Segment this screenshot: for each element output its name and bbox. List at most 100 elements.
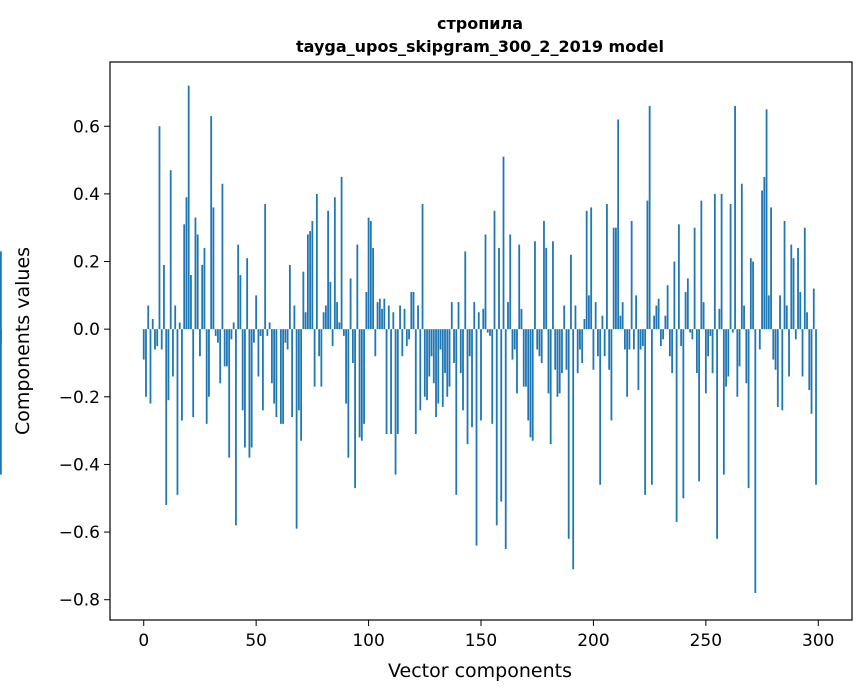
bar	[279, 329, 282, 424]
bar	[673, 261, 676, 330]
bar	[610, 329, 613, 421]
bar	[815, 329, 817, 485]
bar	[772, 329, 775, 360]
bar	[776, 329, 779, 407]
bar	[151, 319, 154, 330]
bar	[624, 329, 626, 350]
bar	[293, 305, 296, 330]
x-tick-label: 200	[577, 631, 609, 651]
bar	[194, 217, 197, 330]
bar	[178, 322, 181, 330]
bar	[704, 329, 707, 394]
bar	[747, 329, 750, 489]
bar	[507, 302, 509, 330]
bar	[599, 329, 602, 485]
bar	[619, 315, 622, 330]
bar	[203, 248, 206, 330]
bar	[626, 329, 629, 397]
bar	[693, 227, 696, 330]
bar	[259, 329, 262, 336]
bar	[475, 329, 478, 546]
bar	[722, 329, 725, 475]
bar	[340, 176, 343, 330]
bar	[554, 329, 557, 370]
bar	[655, 305, 658, 330]
bar	[459, 329, 462, 374]
bar	[668, 329, 671, 357]
bar	[480, 329, 482, 421]
bar	[702, 302, 705, 330]
bar	[376, 302, 379, 330]
bar	[446, 329, 449, 397]
bar	[199, 329, 201, 357]
bar	[644, 329, 647, 495]
bar	[659, 329, 662, 347]
bar	[288, 264, 291, 330]
bar	[167, 329, 170, 401]
bar	[563, 305, 566, 330]
bar	[518, 244, 521, 330]
bar	[666, 285, 669, 330]
bar	[552, 241, 554, 330]
bar	[641, 329, 644, 347]
bar	[525, 329, 527, 387]
bar	[783, 220, 786, 330]
bar	[709, 329, 712, 336]
bar	[534, 241, 536, 330]
bar	[538, 329, 541, 357]
bar	[264, 204, 267, 330]
bar	[423, 329, 426, 397]
bar	[0, 251, 2, 330]
bar	[529, 329, 532, 438]
bar	[648, 105, 651, 330]
bar	[212, 207, 215, 330]
bar	[511, 329, 514, 360]
bar	[536, 329, 539, 350]
bar	[228, 329, 231, 458]
bar	[381, 308, 383, 330]
chart-subtitle: tayga_upos_skipgram_300_2_2019 model	[296, 37, 664, 56]
bar	[208, 329, 210, 397]
bar	[662, 329, 665, 340]
bar	[369, 220, 372, 330]
bar	[219, 329, 222, 384]
bar	[484, 234, 487, 330]
bar	[399, 305, 401, 330]
bar	[367, 217, 370, 330]
x-tick-label: 150	[465, 631, 497, 651]
bar	[365, 291, 368, 330]
bar	[684, 291, 687, 330]
bar	[331, 329, 334, 347]
bar	[302, 271, 305, 330]
bar	[374, 329, 377, 357]
bar	[435, 329, 437, 418]
bar	[295, 329, 298, 529]
bar	[713, 193, 716, 330]
y-tick-label: 0.4	[73, 185, 100, 205]
bar	[174, 305, 177, 330]
bar	[682, 329, 685, 499]
bar	[615, 227, 617, 330]
bar	[266, 329, 269, 336]
bar	[700, 200, 703, 330]
bar	[408, 329, 410, 340]
bar	[187, 85, 190, 330]
bar	[621, 302, 624, 330]
bar	[291, 329, 294, 418]
bar	[356, 244, 359, 330]
y-tick-label: 0.0	[73, 320, 100, 340]
bar	[169, 170, 172, 330]
bar	[752, 261, 754, 330]
bar	[788, 329, 790, 377]
bar	[583, 319, 586, 330]
bar	[226, 329, 228, 367]
bar	[190, 275, 192, 330]
bar	[0, 329, 2, 475]
bar	[156, 329, 159, 347]
bar	[163, 264, 165, 330]
bar	[165, 329, 168, 506]
bar	[304, 312, 307, 330]
bar	[313, 329, 316, 387]
bar-series	[0, 85, 817, 593]
bar	[255, 295, 258, 330]
